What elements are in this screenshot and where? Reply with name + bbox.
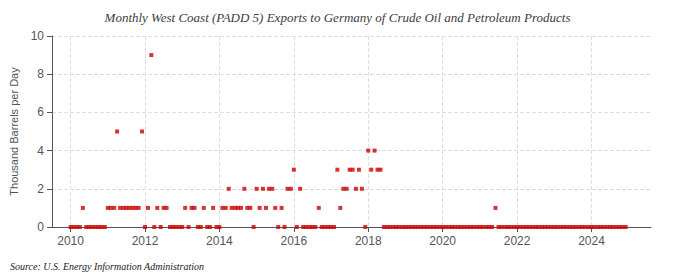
svg-text:2014: 2014 (206, 234, 233, 248)
svg-text:2: 2 (37, 182, 44, 196)
svg-text:Source: U.S. Energy Informatio: Source: U.S. Energy Information Administ… (10, 261, 204, 272)
svg-text:10: 10 (31, 29, 45, 43)
svg-text:2010: 2010 (57, 234, 84, 248)
svg-text:Thousand Barrels per Day: Thousand Barrels per Day (8, 67, 20, 196)
svg-text:8: 8 (37, 67, 44, 81)
svg-text:2016: 2016 (280, 234, 307, 248)
svg-text:6: 6 (37, 105, 44, 119)
svg-text:0: 0 (37, 220, 44, 234)
svg-text:2022: 2022 (504, 234, 531, 248)
svg-text:4: 4 (37, 144, 44, 158)
svg-text:Monthly West Coast (PADD 5) Ex: Monthly West Coast (PADD 5) Exports to G… (104, 10, 571, 25)
svg-text:2012: 2012 (132, 234, 159, 248)
svg-text:2018: 2018 (355, 234, 382, 248)
svg-text:2024: 2024 (578, 234, 605, 248)
svg-text:2020: 2020 (429, 234, 456, 248)
